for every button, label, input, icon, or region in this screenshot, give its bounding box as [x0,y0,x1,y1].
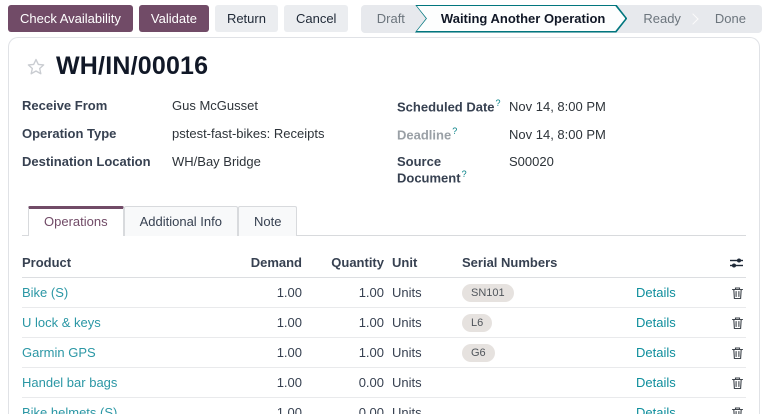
notebook-tabs: Operations Additional Info Note [22,206,746,236]
source-document-value[interactable]: S00020 [509,154,554,169]
scheduled-date-label: Scheduled Date? [397,98,509,114]
delete-row-trash-icon[interactable] [731,406,744,414]
tab-additional-info[interactable]: Additional Info [123,206,238,236]
product-link[interactable]: Garmin GPS [22,345,96,360]
quantity-cell[interactable]: 0.00 [358,405,384,414]
record-fields: Receive From Gus McGusset Operation Type… [22,98,746,185]
star-outline-icon[interactable] [26,57,46,77]
delete-row-trash-icon[interactable] [731,346,744,360]
toolbar: Check Availability Validate Return Cance… [0,0,768,37]
product-link[interactable]: U lock & keys [22,315,101,330]
operations-table: Product Demand Quantity Unit Serial Numb… [22,248,746,414]
quantity-cell[interactable]: 1.00 [358,345,384,360]
demand-cell[interactable]: 1.00 [276,345,302,360]
optional-columns-sliders-icon[interactable] [729,256,744,270]
unit-cell: Units [392,315,422,330]
delete-row-trash-icon[interactable] [731,316,744,330]
details-link[interactable]: Details [636,375,676,390]
serial-badge: G6 [462,343,495,362]
table-row: U lock & keys 1.00 1.00 Units L6 Details [22,308,746,338]
table-row: Handel bar bags 1.00 0.00 Units Details [22,368,746,398]
source-document-label: Source Document? [397,154,509,185]
product-link[interactable]: Bike helmets (S) [22,405,118,414]
quantity-cell[interactable]: 0.00 [358,375,384,390]
field-deadline: Deadline? Nov 14, 8:00 PM [397,126,746,142]
source-document-label-text: Source Document [397,154,461,186]
page-title: WH/IN/00016 [56,51,209,80]
unit-cell: Units [392,285,422,300]
deadline-value[interactable]: Nov 14, 8:00 PM [509,127,606,143]
serial-numbers-cell: SN101 [462,283,628,302]
status-step-ready[interactable]: Ready [643,10,681,26]
demand-cell[interactable]: 1.00 [276,405,302,414]
product-link[interactable]: Handel bar bags [22,375,118,390]
serial-numbers-cell: G6 [462,343,628,362]
quantity-cell[interactable]: 1.00 [358,315,384,330]
details-link[interactable]: Details [636,285,676,300]
column-header-serial-numbers: Serial Numbers [462,255,558,270]
receive-from-label: Receive From [22,98,108,113]
deadline-label: Deadline? [397,126,509,142]
column-header-unit: Unit [392,255,418,270]
status-step-waiting-another-operation[interactable]: Waiting Another Operation [415,5,627,33]
fields-left-column: Receive From Gus McGusset Operation Type… [22,98,397,182]
scheduled-date-value[interactable]: Nov 14, 8:00 PM [509,99,606,115]
status-step-active-shape [417,6,625,31]
cancel-button[interactable]: Cancel [283,5,349,32]
unit-cell: Units [392,375,422,390]
destination-location-label: Destination Location [22,154,151,169]
demand-cell[interactable]: 1.00 [276,315,302,330]
return-button[interactable]: Return [214,5,278,32]
check-availability-button[interactable]: Check Availability [8,5,133,32]
quantity-cell[interactable]: 1.00 [358,285,384,300]
field-scheduled-date: Scheduled Date? Nov 14, 8:00 PM [397,98,746,114]
scheduled-date-label-text: Scheduled Date [397,99,495,115]
details-link[interactable]: Details [636,315,676,330]
delete-row-trash-icon[interactable] [731,376,744,390]
operation-type-label: Operation Type [22,126,117,141]
deadline-label-text: Deadline [397,127,452,143]
table-row: Garmin GPS 1.00 1.00 Units G6 Details [22,338,746,368]
status-step-draft[interactable]: Draft [376,10,405,26]
status-step-done[interactable]: Done [714,10,746,26]
serial-badge: L6 [462,313,493,332]
table-row: Bike (S) 1.00 1.00 Units SN101 Details [22,278,746,308]
fields-right-column: Scheduled Date? Nov 14, 8:00 PM Deadline… [397,98,746,185]
column-header-demand: Demand [250,255,302,270]
destination-location-value[interactable]: WH/Bay Bridge [172,154,261,169]
table-header-row: Product Demand Quantity Unit Serial Numb… [22,248,746,278]
demand-cell[interactable]: 1.00 [276,285,302,300]
help-icon: ? [495,98,501,108]
field-operation-type: Operation Type pstest-fast-bikes: Receip… [22,126,397,142]
column-header-product: Product [22,255,72,270]
status-step-active-label: Waiting Another Operation [440,10,606,26]
field-destination-location: Destination Location WH/Bay Bridge [22,154,397,170]
field-source-document: Source Document? S00020 [397,154,746,185]
title-row: WH/IN/00016 [22,50,746,82]
delete-row-trash-icon[interactable] [731,286,744,300]
serial-numbers-cell: L6 [462,313,628,332]
demand-cell[interactable]: 1.00 [276,375,302,390]
unit-cell: Units [392,345,422,360]
operation-type-value[interactable]: pstest-fast-bikes: Receipts [172,126,325,141]
tab-operations[interactable]: Operations [28,206,124,236]
column-header-quantity: Quantity [331,255,384,270]
details-link[interactable]: Details [636,405,676,414]
unit-cell: Units [392,405,422,414]
statusbar: Draft Waiting Another Operation Ready Do… [360,4,762,33]
help-icon: ? [452,126,458,136]
serial-badge: SN101 [462,283,514,302]
tab-note[interactable]: Note [238,206,298,236]
receive-from-value[interactable]: Gus McGusset [172,98,258,113]
product-link[interactable]: Bike (S) [22,285,69,300]
field-receive-from: Receive From Gus McGusset [22,98,397,114]
table-row: Bike helmets (S) 1.00 0.00 Units Details [22,398,746,414]
validate-button[interactable]: Validate [138,5,209,32]
help-icon: ? [461,169,467,179]
details-link[interactable]: Details [636,345,676,360]
form-sheet: WH/IN/00016 Receive From Gus McGusset Op… [8,37,760,414]
